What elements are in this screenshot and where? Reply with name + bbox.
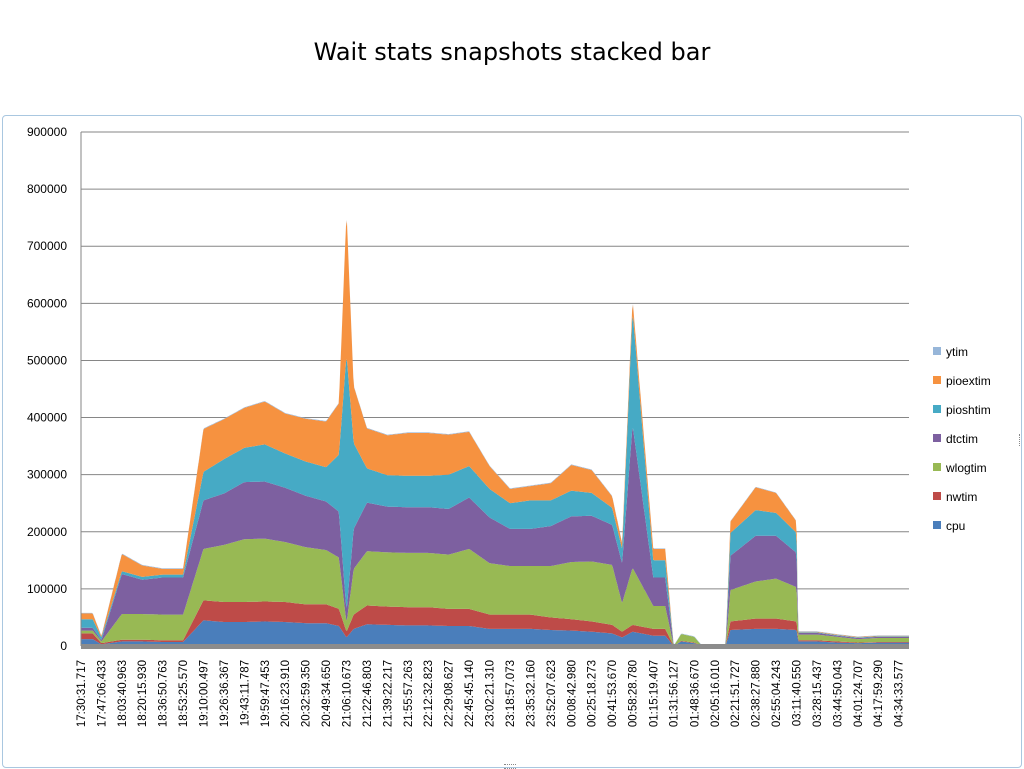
x-tick-label: 04:01:24.707 <box>853 660 865 727</box>
y-tick-labels: 0 100000 200000 300000 400000 500000 600000 700… <box>27 125 67 653</box>
y-tick-label: 900000 <box>27 125 67 139</box>
x-tick-label: 19:59:47.453 <box>260 660 272 727</box>
x-tick-label: 22:45:45.140 <box>464 660 476 727</box>
x-tick-label: 23:18:57.073 <box>505 660 517 727</box>
x-axis-baseline <box>81 644 909 649</box>
x-tick-label: 18:36:50.763 <box>158 660 170 727</box>
x-tick-label: 18:53:25.570 <box>178 660 190 727</box>
x-tick-label: 17:30:31.717 <box>76 660 88 727</box>
y-tick-label: 600000 <box>27 296 67 310</box>
x-tick-label: 19:43:11.787 <box>239 660 251 726</box>
x-tick-label: 21:55:57.263 <box>403 660 415 727</box>
x-tick-label: 19:26:36.367 <box>219 660 231 727</box>
axes <box>80 132 909 649</box>
y-tick-label: 500000 <box>27 353 67 367</box>
x-tick-label: 00:08:42.980 <box>566 660 578 727</box>
legend-swatch-dtctim <box>933 434 941 442</box>
legend-swatch-cpu <box>933 521 941 529</box>
x-tick-label: 23:52:07.623 <box>546 660 558 727</box>
y-tick-label: 0 <box>60 639 67 653</box>
x-tick-label: 23:02:21.310 <box>485 660 497 727</box>
y-tick-label: 200000 <box>27 525 67 539</box>
x-tick-label: 18:03:40.963 <box>117 660 129 727</box>
y-tick-label: 300000 <box>27 468 67 482</box>
x-tick-label: 20:16:23.910 <box>280 660 292 727</box>
x-tick-label: 21:22:46.803 <box>362 660 374 727</box>
x-tick-labels: 17:30:31.717 17:47:06.433 18:03:40.963 18:2… <box>76 660 906 727</box>
legend: ytim pioextim pioshtim dtctim wlogtim nwtim cp… <box>933 345 991 533</box>
y-tick-label: 800000 <box>27 182 67 196</box>
series-cpu <box>81 620 909 646</box>
x-tick-label: 04:34:33.577 <box>894 660 906 727</box>
legend-label-pioshtim: pioshtim <box>946 403 991 417</box>
legend-label-wlogtim: wlogtim <box>945 461 987 475</box>
resize-handle-right[interactable] <box>1019 434 1024 446</box>
legend-swatch-pioextim <box>933 376 941 384</box>
x-tick-label: 04:17:59.290 <box>873 660 885 727</box>
x-tick-label: 22:29:08.627 <box>444 660 456 727</box>
x-tick-label: 18:20:15.930 <box>137 660 149 727</box>
legend-swatch-ytim <box>933 347 941 355</box>
plot-series <box>81 220 909 646</box>
x-tick-label: 00:41:53.670 <box>607 660 619 727</box>
slide-title: Wait stats snapshots stacked bar <box>313 38 711 66</box>
series-dtctim <box>81 428 909 646</box>
x-tick-label: 01:15:19.407 <box>648 660 660 727</box>
x-tick-label: 02:55:04.243 <box>771 660 783 727</box>
series-wlogtim <box>81 538 909 646</box>
x-tick-label: 03:11:40.550 <box>792 660 804 726</box>
y-tick-label: 400000 <box>27 411 67 425</box>
legend-label-pioextim: pioextim <box>946 374 991 388</box>
legend-swatch-wlogtim <box>933 463 941 471</box>
chart-frame[interactable] <box>2 115 1022 768</box>
series-nwtim <box>81 600 909 646</box>
x-tick-label: 19:10:00.497 <box>199 660 211 727</box>
x-tick-label: 01:48:36.670 <box>689 660 701 727</box>
legend-label-nwtim: nwtim <box>946 490 977 504</box>
x-tick-label: 00:58:28.780 <box>628 660 640 727</box>
x-tick-label: 20:49:34.650 <box>321 660 333 727</box>
legend-swatch-nwtim <box>933 492 941 500</box>
x-tick-label: 02:38:27.880 <box>751 660 763 727</box>
x-tick-label: 03:28:15.437 <box>812 660 824 727</box>
legend-swatch-pioshtim <box>933 405 941 413</box>
x-tick-label: 21:06:10.673 <box>342 660 354 727</box>
x-tick-label: 23:35:32.160 <box>525 660 537 727</box>
x-tick-label: 21:39:22.217 <box>382 660 394 727</box>
x-tick-label: 02:05:16.010 <box>710 660 722 727</box>
x-tick-label: 02:21:51.727 <box>730 660 742 727</box>
x-tick-label: 17:47:06.433 <box>96 660 108 727</box>
x-tick-label: 20:32:59.350 <box>301 660 313 727</box>
legend-label-dtctim: dtctim <box>946 432 978 446</box>
legend-label-cpu: cpu <box>946 519 965 533</box>
x-tick-label: 03:44:50.043 <box>832 660 844 727</box>
series-pioextim <box>81 220 909 646</box>
legend-label-ytim: ytim <box>946 345 968 359</box>
y-tick-label: 100000 <box>27 582 67 596</box>
x-tick-label: 00:25:18.273 <box>587 660 599 727</box>
x-tick-label: 22:12:32.823 <box>423 660 435 727</box>
series-pioshtim <box>81 316 909 646</box>
y-tick-label: 700000 <box>27 239 67 253</box>
x-tick-label: 01:31:56.127 <box>669 660 681 727</box>
